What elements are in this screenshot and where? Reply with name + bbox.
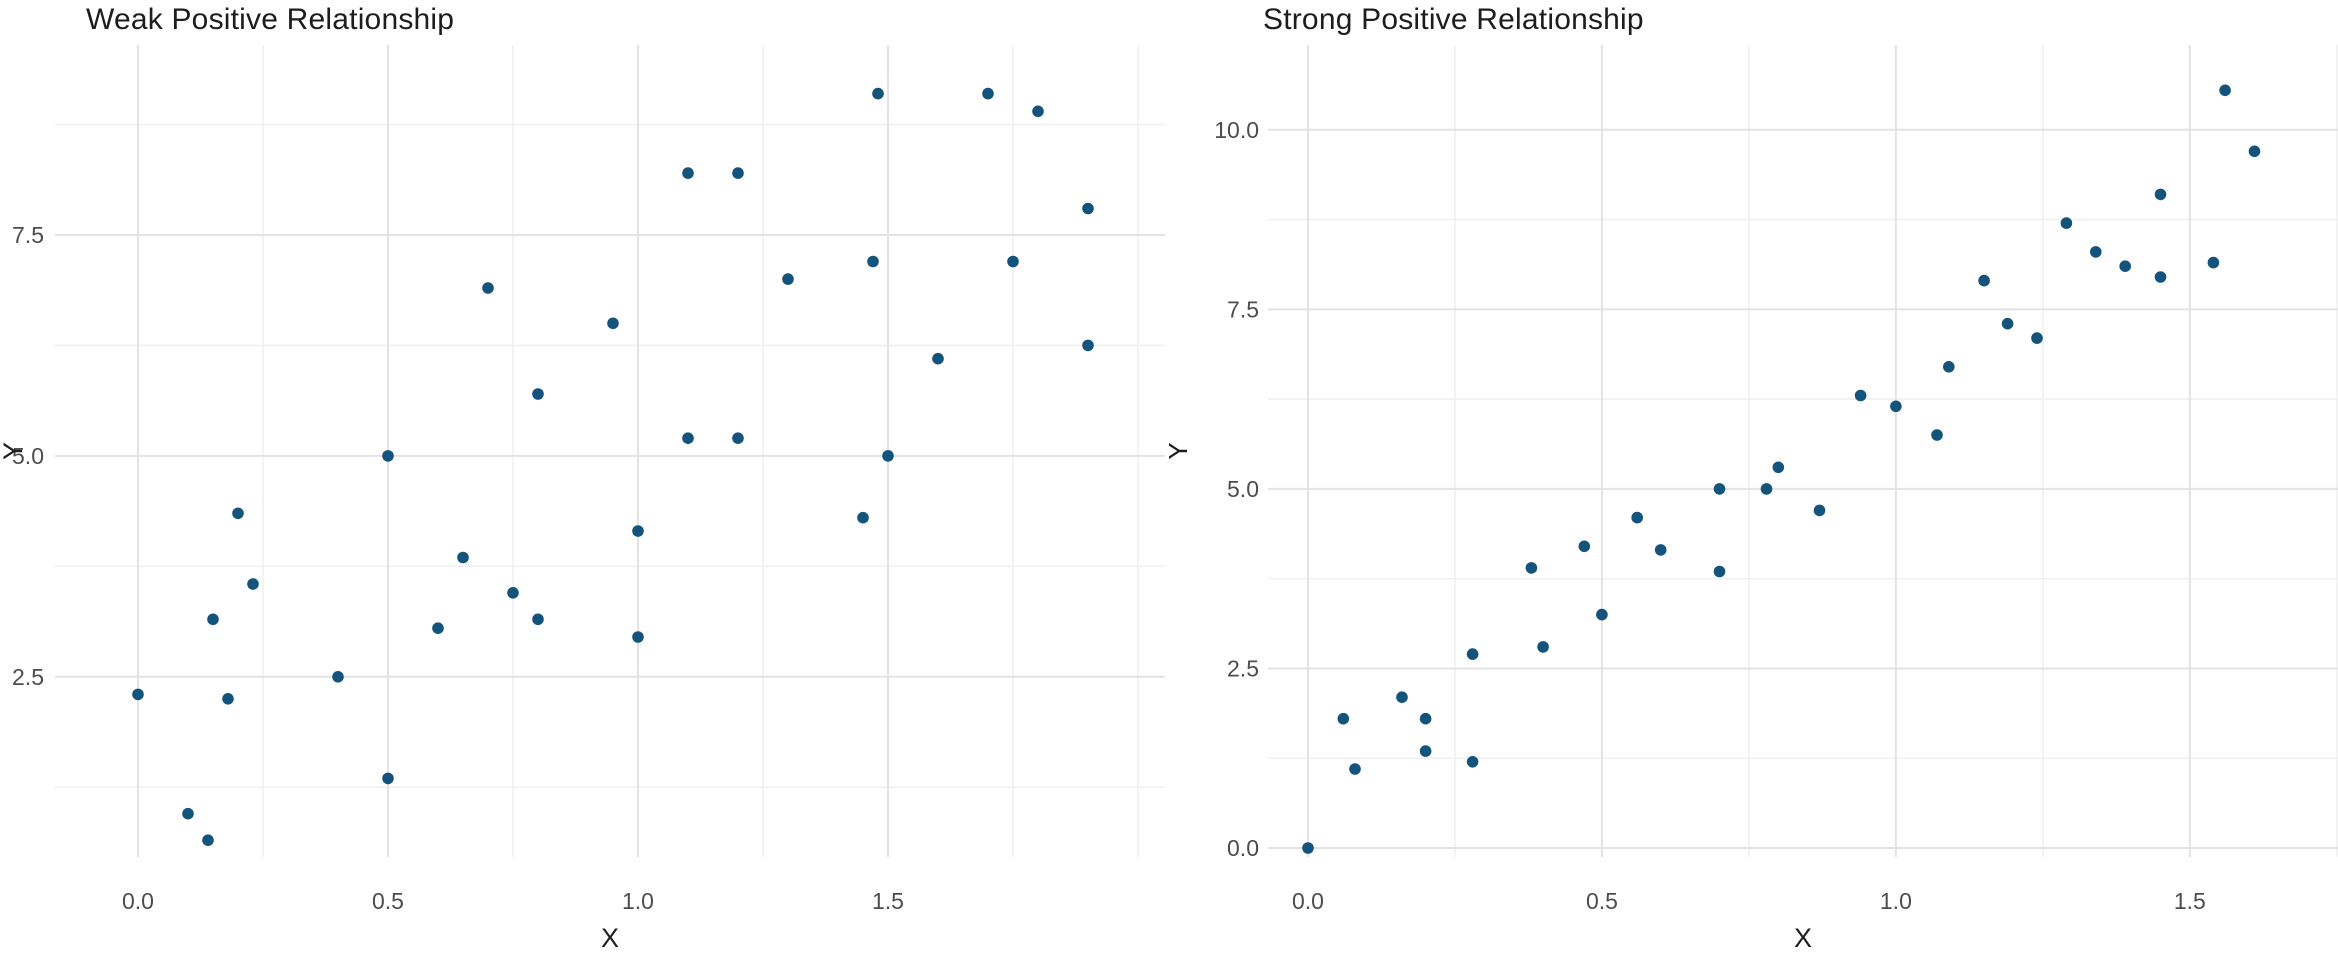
- data-point: [872, 87, 884, 100]
- data-point: [1654, 544, 1667, 556]
- data-point: [247, 578, 259, 590]
- data-point: [882, 450, 894, 462]
- scatter-plot-strong: 0.0 0.5 1.0 1.5 0.0 2.5 5.0 7.5 10.0 X Y: [1169, 45, 2338, 953]
- y-tick-label: 10.0: [1214, 117, 1259, 143]
- x-tick-label: 1.5: [872, 888, 904, 914]
- scatter-plot-weak: 0.0 0.5 1.0 1.5 2.5 5.0 7.5 X Y: [0, 45, 1165, 953]
- data-point: [2154, 188, 2167, 201]
- data-point: [1419, 745, 1432, 757]
- data-point: [2248, 145, 2261, 158]
- x-tick-label: 0.0: [122, 888, 154, 914]
- data-point: [382, 772, 394, 785]
- data-point: [732, 432, 744, 445]
- data-point: [632, 525, 644, 537]
- data-point: [202, 834, 214, 846]
- y-axis-title: Y: [1169, 442, 1193, 460]
- data-point: [682, 167, 694, 179]
- data-point: [1713, 565, 1726, 578]
- data-point: [1466, 648, 1479, 660]
- data-point: [532, 613, 544, 626]
- data-point: [1713, 483, 1726, 495]
- panel-weak-relationship: Weak Positive Relationship 0.0 0.5 1.0 1.5 2…: [0, 3, 1165, 953]
- data-point: [132, 688, 144, 701]
- y-tick-label: 7.5: [1227, 296, 1259, 322]
- data-point: [507, 587, 519, 599]
- data-point: [382, 450, 394, 462]
- data-point: [1466, 756, 1479, 768]
- data-point: [1082, 202, 1094, 215]
- panel-strong-relationship: Strong Positive Relationship 0.0 0.5 1.0 1.…: [1169, 0, 2338, 970]
- y-tick-label: 2.5: [1227, 655, 1259, 681]
- data-point: [1302, 842, 1314, 854]
- data-point: [1631, 511, 1643, 524]
- data-point: [1537, 641, 1549, 653]
- x-tick-label: 0.5: [372, 888, 404, 914]
- data-point: [1419, 712, 1432, 725]
- data-point: [332, 671, 344, 683]
- data-point: [632, 631, 644, 643]
- data-point: [207, 613, 219, 626]
- data-point: [1760, 483, 1773, 495]
- x-axis-title: X: [1794, 923, 1812, 953]
- data-point: [1525, 562, 1538, 574]
- data-point: [982, 87, 994, 100]
- data-point: [2060, 217, 2073, 229]
- data-point: [857, 511, 869, 524]
- data-point: [432, 622, 444, 634]
- data-point: [782, 273, 794, 285]
- data-point: [2207, 256, 2220, 269]
- data-point: [1032, 105, 1044, 118]
- panel-title-weak: Weak Positive Relationship: [86, 3, 455, 36]
- x-tick-label: 0.0: [1292, 888, 1324, 914]
- y-tick-label: 2.5: [12, 664, 44, 690]
- data-point: [1007, 255, 1019, 268]
- x-tick-label: 0.5: [1586, 888, 1618, 914]
- data-point: [1943, 361, 1955, 373]
- y-tick-label: 0.0: [1227, 835, 1259, 861]
- data-point: [1337, 712, 1350, 725]
- data-point: [1854, 389, 1867, 402]
- data-point: [222, 693, 234, 705]
- x-tick-label: 1.0: [1880, 888, 1912, 914]
- data-point: [1396, 691, 1408, 703]
- y-tick-label: 7.5: [12, 222, 44, 248]
- data-point: [1596, 608, 1608, 621]
- x-tick-label: 1.5: [2174, 888, 2206, 914]
- data-point: [1931, 429, 1943, 441]
- data-point: [532, 388, 544, 400]
- y-axis-title: Y: [0, 442, 28, 460]
- panel-title-strong: Strong Positive Relationship: [1263, 3, 1644, 36]
- data-point: [2090, 246, 2102, 258]
- data-point: [867, 255, 879, 268]
- x-axis-title: X: [601, 923, 619, 953]
- data-point: [1082, 339, 1094, 352]
- data-point: [482, 282, 494, 294]
- data-point: [932, 352, 944, 365]
- data-point: [1349, 763, 1361, 775]
- data-point: [232, 507, 244, 520]
- data-point: [1813, 504, 1826, 517]
- data-point: [2154, 271, 2167, 283]
- data-point: [1578, 540, 1591, 553]
- data-point: [2001, 317, 2014, 330]
- data-point: [2219, 84, 2231, 97]
- data-point: [1890, 400, 1902, 413]
- y-tick-label: 5.0: [12, 443, 44, 469]
- data-point: [182, 807, 194, 820]
- data-point: [1772, 461, 1785, 474]
- data-point: [732, 167, 744, 179]
- x-tick-label: 1.0: [622, 888, 654, 914]
- data-point: [682, 432, 694, 445]
- data-point: [2031, 332, 2043, 344]
- data-point: [607, 317, 619, 330]
- data-point: [1978, 274, 1990, 287]
- data-point: [2119, 260, 2131, 273]
- y-tick-label: 5.0: [1227, 476, 1259, 502]
- data-point: [457, 551, 469, 564]
